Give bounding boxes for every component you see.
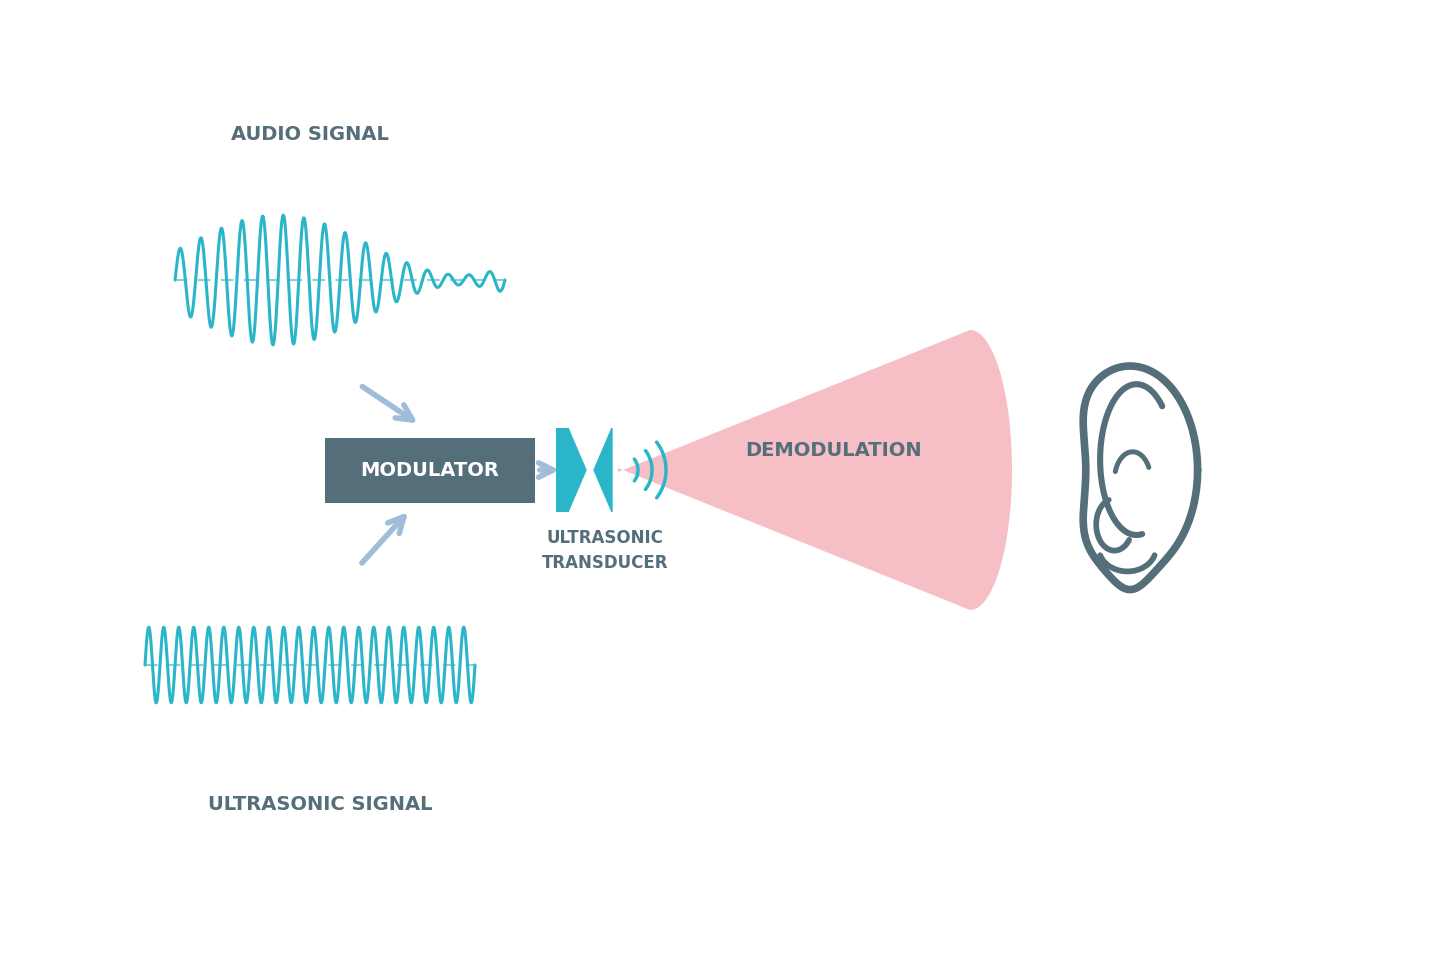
Polygon shape	[595, 428, 612, 512]
FancyBboxPatch shape	[325, 438, 536, 502]
Text: TRANSDUCER: TRANSDUCER	[541, 554, 668, 572]
Polygon shape	[567, 428, 586, 512]
Bar	[556, 428, 567, 512]
Text: AUDIO SIGNAL: AUDIO SIGNAL	[230, 126, 389, 145]
Polygon shape	[618, 330, 1012, 610]
Text: ULTRASONIC SIGNAL: ULTRASONIC SIGNAL	[207, 796, 432, 814]
Text: DEMODULATION: DEMODULATION	[746, 441, 922, 460]
Text: MODULATOR: MODULATOR	[360, 461, 500, 479]
Text: ULTRASONIC: ULTRASONIC	[547, 529, 664, 547]
